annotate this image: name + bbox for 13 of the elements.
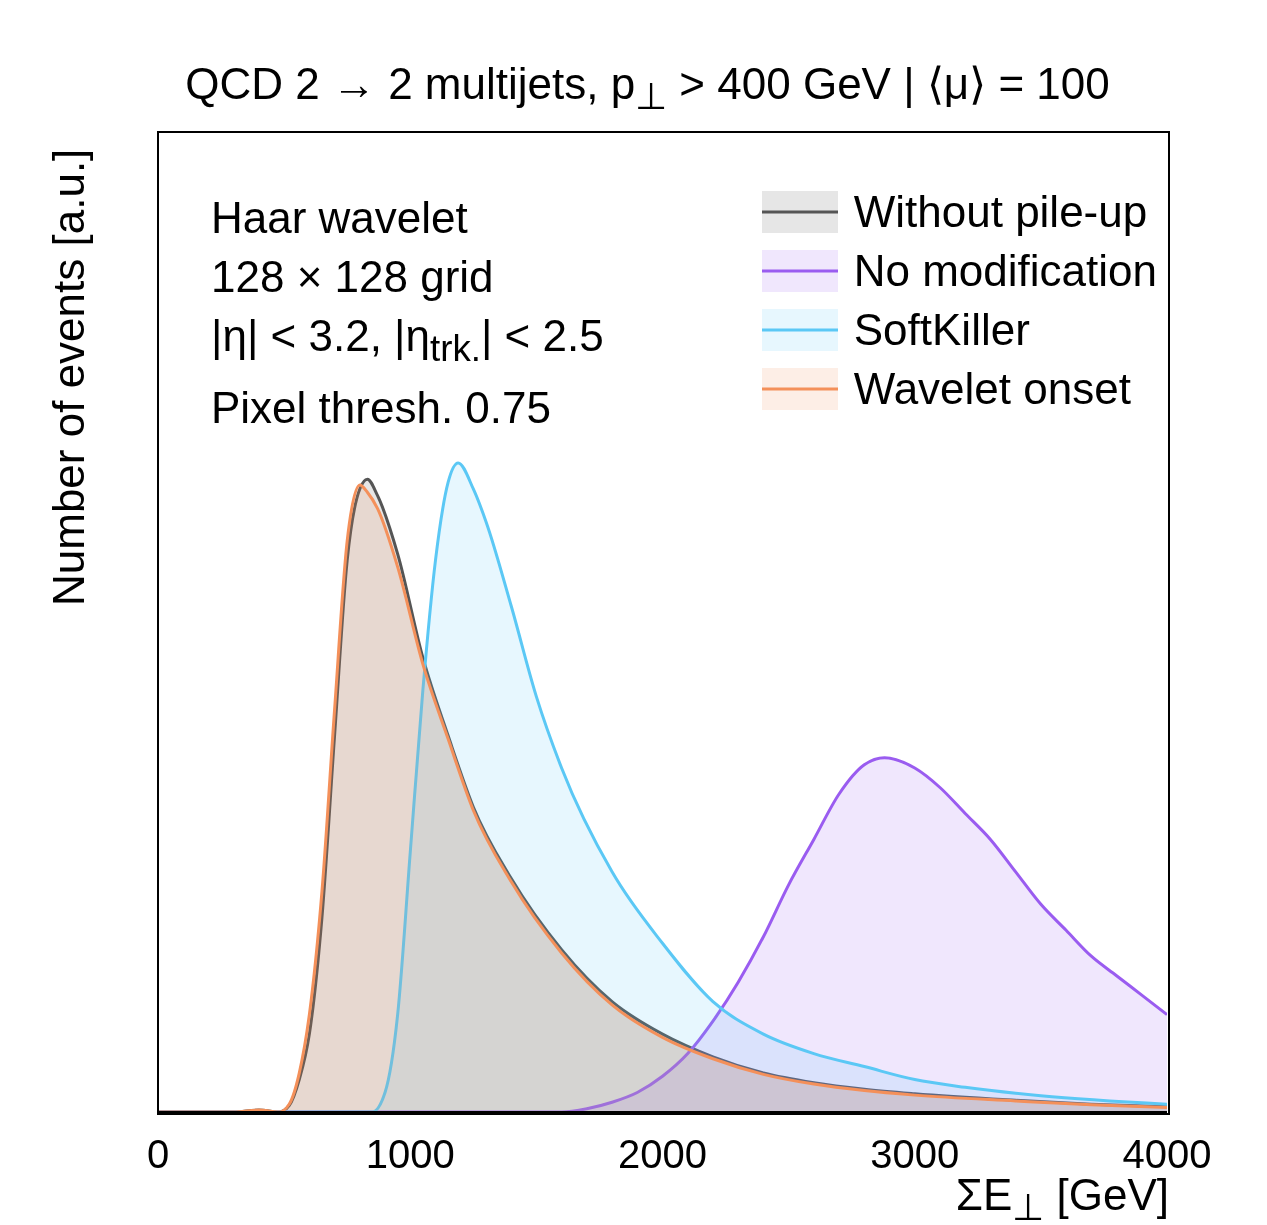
legend-label: Wavelet onset [853,363,1131,415]
y-axis-title: Number of events [a.u.] [44,148,94,606]
x-tick-label: 0 [146,1132,170,1177]
x-tick-label: 2000 [618,1132,707,1177]
text: Pixel thresh. 0.75 [211,381,552,434]
chart-title: QCD 2 → 2 multijets, p$_{⊥}$ > 400 GeV | ⟨μ⟩ = 100 [184,58,1111,118]
legend-label: Without pile-up [853,186,1148,238]
text: 128 × 128 grid [211,251,495,303]
legend-label: No modification [853,245,1157,297]
x-tick-label: 1000 [365,1132,455,1177]
legend-label: SoftKiller [853,304,1030,356]
text: |η| < 3.2, |η$_{trk.}$| < 2.5 [211,310,604,371]
text: Haar wavelet [211,192,469,244]
